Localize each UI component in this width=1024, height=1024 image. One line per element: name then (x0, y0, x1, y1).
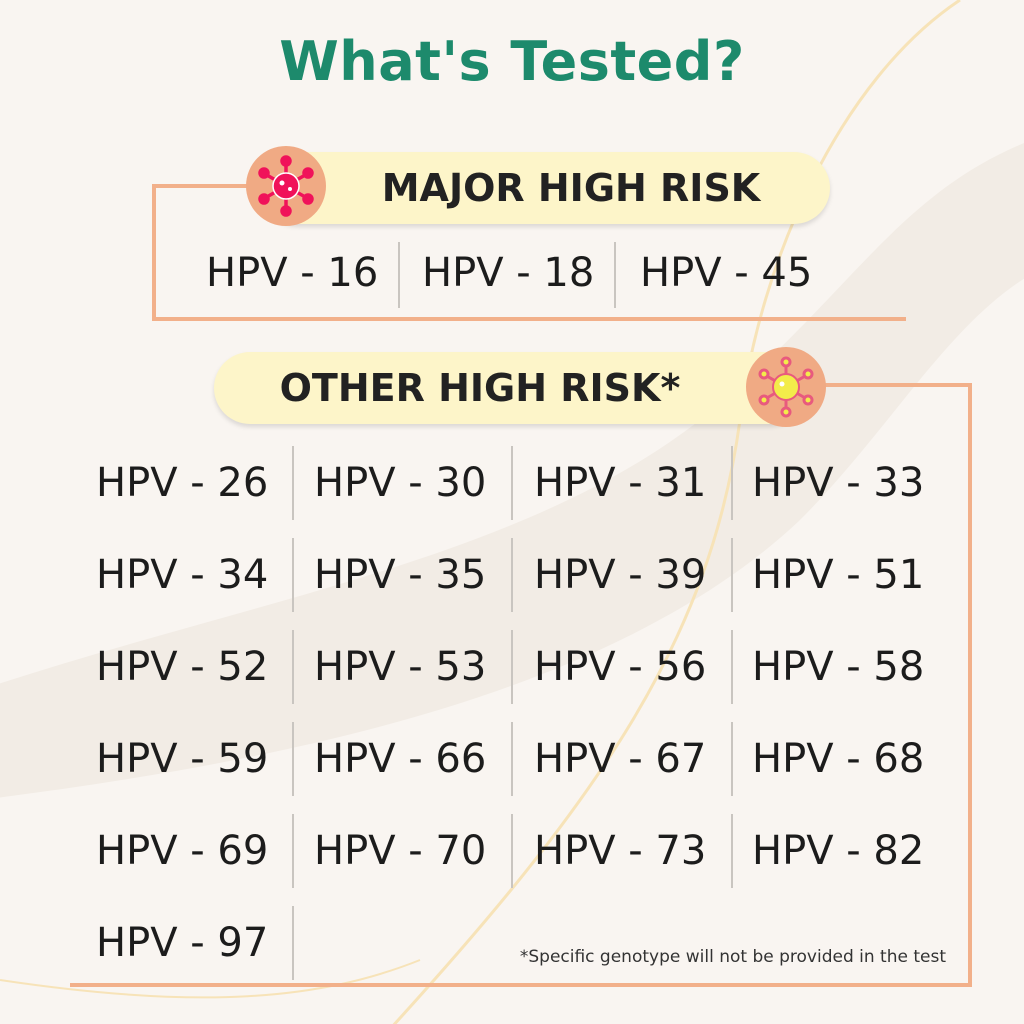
other-type-item: HPV - 31 (534, 460, 707, 506)
major-connector-vertical (152, 184, 156, 320)
other-type-item: HPV - 58 (752, 644, 925, 690)
other-type-item: HPV - 69 (96, 828, 269, 874)
other-virus-badge (746, 347, 826, 427)
other-type-item: HPV - 67 (534, 736, 707, 782)
column-divider (398, 242, 400, 308)
other-type-item: HPV - 26 (96, 460, 269, 506)
virus-icon (758, 356, 814, 418)
column-divider (292, 446, 294, 520)
column-divider (292, 538, 294, 612)
column-divider (731, 446, 733, 520)
column-divider (511, 722, 513, 796)
column-divider (292, 722, 294, 796)
other-type-item: HPV - 30 (314, 460, 487, 506)
other-connector-bottom (70, 983, 972, 987)
other-risk-header: OTHER HIGH RISK* (214, 352, 806, 424)
column-divider (511, 538, 513, 612)
column-divider (292, 814, 294, 888)
column-divider (731, 814, 733, 888)
footnote: *Specific genotype will not be provided … (519, 947, 946, 967)
major-virus-badge (246, 146, 326, 226)
other-type-item: HPV - 53 (314, 644, 487, 690)
other-type-item: HPV - 59 (96, 736, 269, 782)
other-type-item: HPV - 68 (752, 736, 925, 782)
major-type-item: HPV - 45 (640, 250, 813, 296)
major-risk-header: MAJOR HIGH RISK (262, 152, 830, 224)
other-type-item: HPV - 52 (96, 644, 269, 690)
major-type-item: HPV - 18 (422, 250, 595, 296)
major-connector-bottom (152, 317, 906, 321)
other-type-item: HPV - 56 (534, 644, 707, 690)
major-risk-label: MAJOR HIGH RISK (381, 166, 761, 210)
column-divider (511, 814, 513, 888)
other-type-item: HPV - 33 (752, 460, 925, 506)
column-divider (511, 630, 513, 704)
other-type-item: HPV - 82 (752, 828, 925, 874)
other-connector-top (820, 383, 972, 387)
other-type-item: HPV - 51 (752, 552, 925, 598)
other-type-item: HPV - 34 (96, 552, 269, 598)
column-divider (292, 906, 294, 980)
other-type-item: HPV - 97 (96, 920, 269, 966)
page-title: What's Tested? (279, 30, 745, 93)
column-divider (511, 446, 513, 520)
major-connector-top (152, 184, 252, 188)
other-connector-vertical (968, 383, 972, 987)
column-divider (614, 242, 616, 308)
column-divider (731, 722, 733, 796)
virus-icon (258, 155, 314, 217)
other-risk-label: OTHER HIGH RISK* (279, 366, 681, 410)
column-divider (292, 630, 294, 704)
other-type-item: HPV - 70 (314, 828, 487, 874)
column-divider (731, 538, 733, 612)
other-type-item: HPV - 73 (534, 828, 707, 874)
other-type-item: HPV - 39 (534, 552, 707, 598)
column-divider (731, 630, 733, 704)
other-type-item: HPV - 35 (314, 552, 487, 598)
major-type-item: HPV - 16 (206, 250, 379, 296)
other-type-item: HPV - 66 (314, 736, 487, 782)
